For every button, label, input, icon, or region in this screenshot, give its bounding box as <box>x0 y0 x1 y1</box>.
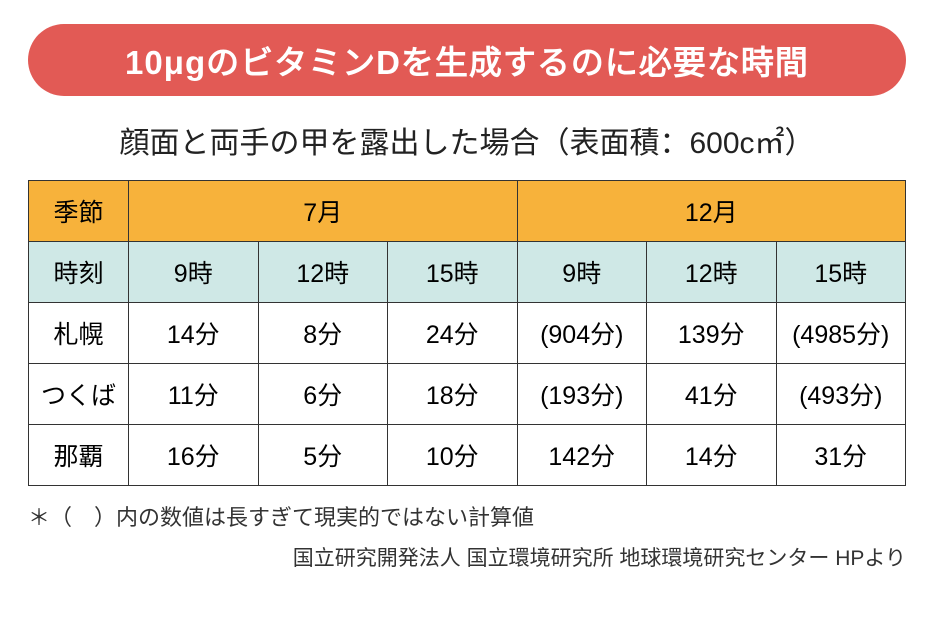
value-cell: 14分 <box>647 425 777 486</box>
footnote: ＊（ ）内の数値は長すぎて現実的ではない計算値 <box>28 500 906 532</box>
table-row: 札幌 14分 8分 24分 (904分) 139分 (4985分) <box>29 303 906 364</box>
time-header: 9時 <box>517 242 647 303</box>
time-header: 12時 <box>647 242 777 303</box>
season-header-row: 季節 7月 12月 <box>29 181 906 242</box>
subtitle: 顔面と両手の甲を露出した場合（表面積：600c㎡） <box>28 118 906 162</box>
time-header-row: 時刻 9時 12時 15時 9時 12時 15時 <box>29 242 906 303</box>
time-header: 9時 <box>129 242 259 303</box>
value-cell: 6分 <box>258 364 388 425</box>
value-cell: 10分 <box>388 425 518 486</box>
month-header-july: 7月 <box>129 181 518 242</box>
value-cell: 5分 <box>258 425 388 486</box>
city-cell: 那覇 <box>29 425 129 486</box>
value-cell: 11分 <box>129 364 259 425</box>
value-cell: (904分) <box>517 303 647 364</box>
season-label-cell: 季節 <box>29 181 129 242</box>
value-cell: 41分 <box>647 364 777 425</box>
value-cell: 139分 <box>647 303 777 364</box>
month-header-december: 12月 <box>517 181 906 242</box>
table-row: 那覇 16分 5分 10分 142分 14分 31分 <box>29 425 906 486</box>
time-label-cell: 時刻 <box>29 242 129 303</box>
vitamin-d-table: 季節 7月 12月 時刻 9時 12時 15時 9時 12時 15時 札幌 14… <box>28 180 906 486</box>
value-cell: (193分) <box>517 364 647 425</box>
value-cell: 8分 <box>258 303 388 364</box>
value-cell: 14分 <box>129 303 259 364</box>
value-cell: 31分 <box>776 425 906 486</box>
value-cell: (4985分) <box>776 303 906 364</box>
value-cell: 18分 <box>388 364 518 425</box>
city-cell: 札幌 <box>29 303 129 364</box>
time-header: 12時 <box>258 242 388 303</box>
city-cell: つくば <box>29 364 129 425</box>
title-pill: 10μgのビタミンDを生成するのに必要な時間 <box>28 24 906 96</box>
table-row: つくば 11分 6分 18分 (193分) 41分 (493分) <box>29 364 906 425</box>
source-credit: 国立研究開発法人 国立環境研究所 地球環境研究センター HPより <box>28 542 906 572</box>
value-cell: 24分 <box>388 303 518 364</box>
value-cell: 16分 <box>129 425 259 486</box>
value-cell: 142分 <box>517 425 647 486</box>
value-cell: (493分) <box>776 364 906 425</box>
time-header: 15時 <box>776 242 906 303</box>
time-header: 15時 <box>388 242 518 303</box>
